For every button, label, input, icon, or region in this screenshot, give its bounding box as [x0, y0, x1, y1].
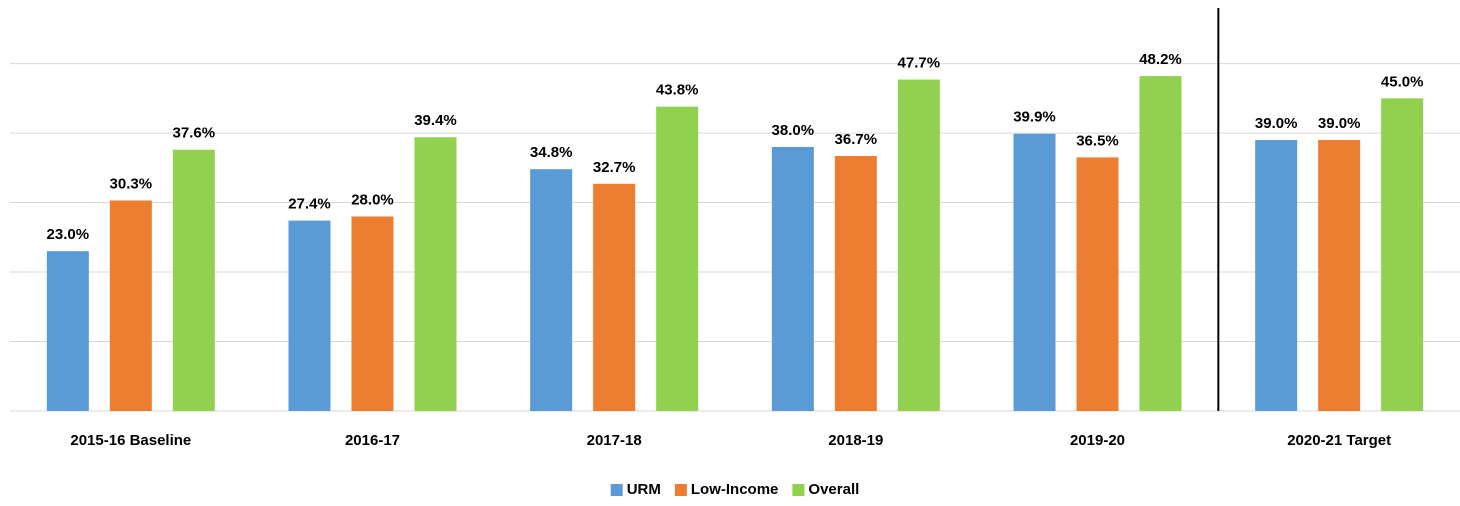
- bar: [1381, 98, 1424, 412]
- x-tick-label: 2016-17: [345, 432, 400, 449]
- value-label: 23.0%: [47, 226, 90, 243]
- x-tick-label: 2020-21 Target: [1287, 432, 1391, 449]
- bar: [1255, 140, 1298, 411]
- legend-swatch: [674, 484, 687, 496]
- bar: [351, 216, 394, 411]
- bar: [593, 183, 636, 411]
- value-label: 45.0%: [1381, 73, 1424, 90]
- value-label: 39.0%: [1255, 115, 1298, 132]
- legend-label: URM: [627, 481, 661, 498]
- value-label: 36.5%: [1076, 132, 1119, 149]
- bar: [897, 79, 940, 412]
- bar: [414, 137, 457, 412]
- bar: [172, 149, 215, 412]
- legend-label: Overall: [808, 481, 859, 498]
- bar: [1013, 133, 1056, 411]
- bar: [1139, 76, 1182, 411]
- x-tick-label: 2018-19: [828, 432, 883, 449]
- x-tick-label: 2015-16 Baseline: [70, 432, 191, 449]
- x-tick-label: 2017-18: [587, 432, 642, 449]
- bar: [1076, 157, 1119, 411]
- legend-label: Low-Income: [691, 481, 779, 498]
- bar: [834, 155, 877, 411]
- bar: [771, 146, 814, 411]
- value-label: 48.2%: [1139, 51, 1182, 68]
- bar: [530, 169, 573, 411]
- legend-swatch: [610, 484, 623, 496]
- value-label: 36.7%: [835, 131, 878, 148]
- value-label: 32.7%: [593, 159, 636, 176]
- legend-swatch: [792, 484, 805, 496]
- value-label: 39.9%: [1013, 109, 1056, 126]
- value-label: 37.6%: [173, 125, 216, 142]
- value-label: 27.4%: [288, 196, 331, 213]
- value-label: 39.0%: [1318, 115, 1361, 132]
- bar: [1318, 140, 1361, 411]
- bar: [288, 220, 331, 411]
- value-label: 34.8%: [530, 144, 573, 161]
- value-label: 47.7%: [898, 55, 941, 72]
- value-label: 43.8%: [656, 82, 699, 99]
- value-label: 28.0%: [351, 191, 394, 208]
- value-label: 30.3%: [110, 175, 153, 192]
- value-label: 39.4%: [414, 112, 457, 129]
- x-tick-label: 2019-20: [1070, 432, 1125, 449]
- bar: [109, 200, 152, 411]
- bar: [656, 106, 699, 411]
- bar: [46, 251, 89, 411]
- value-label: 38.0%: [772, 122, 815, 139]
